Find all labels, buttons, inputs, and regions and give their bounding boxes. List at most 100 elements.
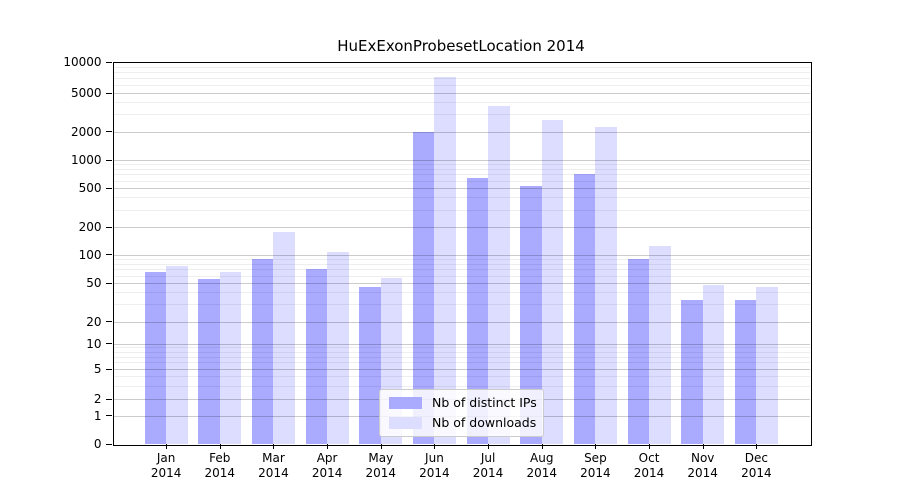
y-tick-label-10000: 10000 <box>63 55 102 69</box>
x-tick-label-jan: Jan 2014 <box>150 451 182 480</box>
y-tick-mark-5 <box>105 368 112 370</box>
x-tick-mark-jun <box>434 444 436 449</box>
major-gridline-2000 <box>112 131 810 133</box>
bar-dec-distinct-ips <box>734 300 757 444</box>
y-tick-mark-2000 <box>105 131 112 132</box>
legend-swatch-distinct-ips <box>389 397 422 409</box>
chart-title: HuExExonProbesetLocation 2014 <box>337 37 585 55</box>
y-tick-mark-10 <box>105 343 112 344</box>
minor-gridline-4000 <box>112 102 810 104</box>
x-tick-label-mar: Mar 2014 <box>258 451 289 480</box>
y-tick-mark-100 <box>105 254 112 256</box>
bar-oct-distinct-ips <box>627 259 650 444</box>
y-tick-label-100: 100 <box>78 247 102 262</box>
legend-row-downloads: Nb of downloads <box>380 415 543 431</box>
minor-gridline-700 <box>112 174 810 176</box>
y-tick-mark-1000 <box>105 159 112 161</box>
bar-jun-distinct-ips <box>412 131 435 444</box>
x-tick-mark-aug <box>541 444 543 449</box>
y-tick-label-200: 200 <box>78 220 102 234</box>
minor-gridline-9000 <box>112 66 810 68</box>
bar-sep-downloads <box>595 126 617 444</box>
y-tick-label-2000: 2000 <box>70 124 102 139</box>
bar-jan-downloads <box>166 266 188 444</box>
bar-sep-distinct-ips <box>573 173 596 444</box>
bar-dec-downloads <box>756 287 778 444</box>
y-tick-label-0: 0 <box>93 437 102 451</box>
minor-gridline-6000 <box>112 84 810 86</box>
minor-gridline-7000 <box>112 77 810 79</box>
x-tick-mark-sep <box>595 444 597 449</box>
bar-nov-downloads <box>702 284 725 444</box>
major-gridline-5000 <box>112 93 810 94</box>
y-tick-label-10: 10 <box>86 336 102 351</box>
legend: Nb of distinct IPs Nb of downloads <box>379 389 544 437</box>
bar-feb-downloads <box>219 271 242 444</box>
x-tick-label-jul: Jul 2014 <box>472 451 504 480</box>
major-gridline-500 <box>112 188 810 189</box>
minor-gridline-900 <box>112 164 810 166</box>
legend-label-distinct-ips: Nb of distinct IPs <box>432 395 537 410</box>
bar-mar-distinct-ips <box>251 259 274 444</box>
legend-row-distinct-ips: Nb of distinct IPs <box>380 395 543 411</box>
minor-gridline-400 <box>112 197 810 199</box>
bar-aug-distinct-ips <box>520 185 542 444</box>
x-tick-mark-mar <box>273 444 275 449</box>
y-tick-mark-2 <box>105 398 112 400</box>
y-tick-label-50: 50 <box>86 276 102 290</box>
x-tick-label-oct: Oct 2014 <box>633 451 665 480</box>
x-tick-mark-apr <box>327 444 329 449</box>
x-tick-label-nov: Nov 2014 <box>687 451 718 480</box>
major-gridline-1000 <box>112 160 810 161</box>
x-tick-mark-jul <box>488 444 490 449</box>
y-tick-mark-1 <box>105 415 112 416</box>
y-tick-mark-50 <box>105 282 112 284</box>
y-tick-mark-0 <box>105 443 112 445</box>
y-tick-label-5: 5 <box>93 362 102 376</box>
bar-oct-downloads <box>649 246 671 444</box>
y-tick-label-2: 2 <box>93 392 102 406</box>
x-tick-label-feb: Feb 2014 <box>204 451 236 480</box>
bar-mar-downloads <box>273 232 295 444</box>
y-tick-label-1: 1 <box>93 408 102 423</box>
x-tick-mark-may <box>380 444 382 449</box>
y-tick-label-5000: 5000 <box>70 86 102 100</box>
major-gridline-10000 <box>112 62 810 63</box>
x-tick-label-jun: Jun 2014 <box>419 451 450 480</box>
bar-jul-distinct-ips <box>466 178 489 444</box>
minor-gridline-300 <box>112 209 810 211</box>
bar-jul-downloads <box>488 105 510 444</box>
y-tick-mark-10000 <box>105 61 112 63</box>
x-tick-mark-nov <box>702 444 704 449</box>
minor-gridline-90 <box>112 259 810 260</box>
minor-gridline-3000 <box>112 114 810 116</box>
minor-gridline-80 <box>112 263 810 265</box>
x-tick-mark-feb <box>219 444 221 449</box>
y-tick-label-500: 500 <box>78 181 102 195</box>
major-gridline-200 <box>112 227 810 228</box>
minor-gridline-8000 <box>112 71 810 73</box>
x-tick-mark-oct <box>649 444 651 449</box>
x-tick-label-may: May 2014 <box>365 451 397 480</box>
x-tick-label-aug: Aug 2014 <box>526 451 557 480</box>
bar-jan-distinct-ips <box>144 272 167 444</box>
legend-swatch-downloads <box>389 417 422 429</box>
bar-apr-distinct-ips <box>305 269 328 444</box>
y-tick-mark-20 <box>105 321 112 322</box>
y-tick-mark-5000 <box>105 92 112 94</box>
y-tick-mark-500 <box>105 187 112 189</box>
x-tick-mark-dec <box>756 444 758 449</box>
bar-apr-downloads <box>327 251 349 444</box>
y-tick-label-20: 20 <box>86 314 102 329</box>
bar-jun-downloads <box>434 76 456 444</box>
legend-label-downloads: Nb of downloads <box>432 415 537 430</box>
y-tick-label-1000: 1000 <box>70 153 102 167</box>
y-tick-mark-200 <box>105 226 112 228</box>
bar-aug-downloads <box>541 120 564 444</box>
bar-nov-distinct-ips <box>681 300 703 444</box>
x-tick-label-apr: Apr 2014 <box>311 451 343 480</box>
minor-gridline-600 <box>112 180 810 182</box>
x-tick-label-dec: Dec 2014 <box>741 451 772 480</box>
x-tick-mark-jan <box>166 444 168 449</box>
